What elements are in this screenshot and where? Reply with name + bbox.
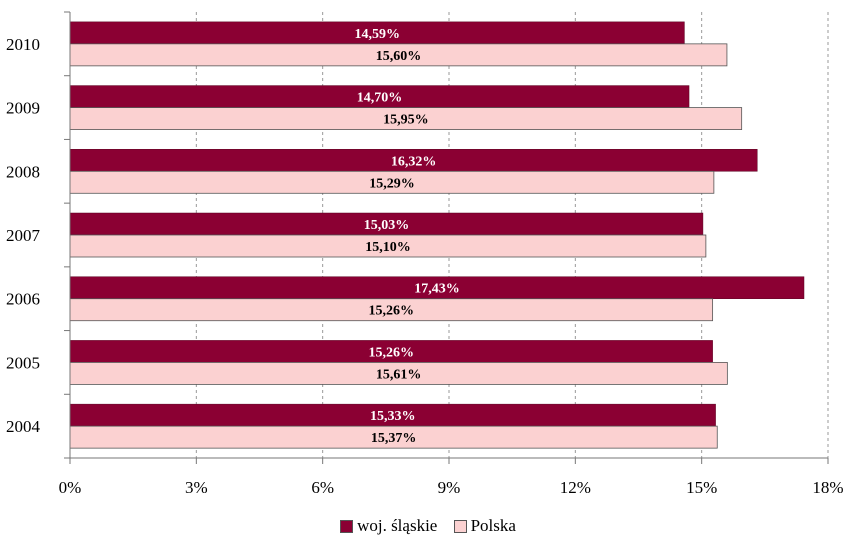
y-tick-label: 2008 <box>6 162 40 181</box>
legend-swatch-series-2 <box>453 519 467 533</box>
data-label: 14,70% <box>357 91 403 106</box>
y-tick-label: 2009 <box>6 99 40 118</box>
y-tick-label: 2004 <box>6 417 41 436</box>
axes <box>64 11 829 464</box>
data-label: 15,37% <box>371 431 417 446</box>
x-tick-label: 0% <box>59 478 82 497</box>
x-tick-label: 6% <box>311 478 334 497</box>
data-label: 15,61% <box>376 367 422 382</box>
data-label: 15,95% <box>383 113 429 128</box>
x-tick-label: 9% <box>438 478 461 497</box>
x-tick-label: 3% <box>185 478 208 497</box>
legend-swatch-series-1 <box>340 519 354 533</box>
data-label: 15,26% <box>369 304 415 319</box>
data-label: 15,03% <box>364 218 410 233</box>
legend-item-series-1: woj. śląskie <box>340 516 437 536</box>
data-label: 15,29% <box>369 176 415 191</box>
legend-item-series-2: Polska <box>453 516 516 536</box>
tick-labels: 0% 3% 6% 9% 12% 15% 18% 2010 2009 2008 2007 2006 200… <box>6 35 844 497</box>
bars: 14,59% 15,60% 14,70% 15,95% 16,32% 15,29% 15,0… <box>69 21 805 449</box>
data-label: 15,33% <box>370 409 416 424</box>
legend: woj. śląskie Polska <box>0 516 856 538</box>
data-label: 16,32% <box>391 154 437 169</box>
data-label: 15,60% <box>376 49 422 64</box>
data-label: 15,10% <box>365 240 411 255</box>
x-tick-label: 12% <box>560 478 591 497</box>
legend-label-series-2: Polska <box>470 516 516 535</box>
x-tick-label: 18% <box>812 478 843 497</box>
y-tick-label: 2010 <box>6 35 40 54</box>
data-label: 14,59% <box>354 27 400 42</box>
y-tick-label: 2005 <box>6 353 40 372</box>
y-tick-label: 2007 <box>6 226 41 245</box>
legend-label-series-1: woj. śląskie <box>357 516 438 535</box>
x-tick-label: 15% <box>686 478 717 497</box>
data-label: 17,43% <box>414 282 460 297</box>
y-tick-label: 2006 <box>6 290 40 309</box>
data-label: 15,26% <box>369 345 415 360</box>
